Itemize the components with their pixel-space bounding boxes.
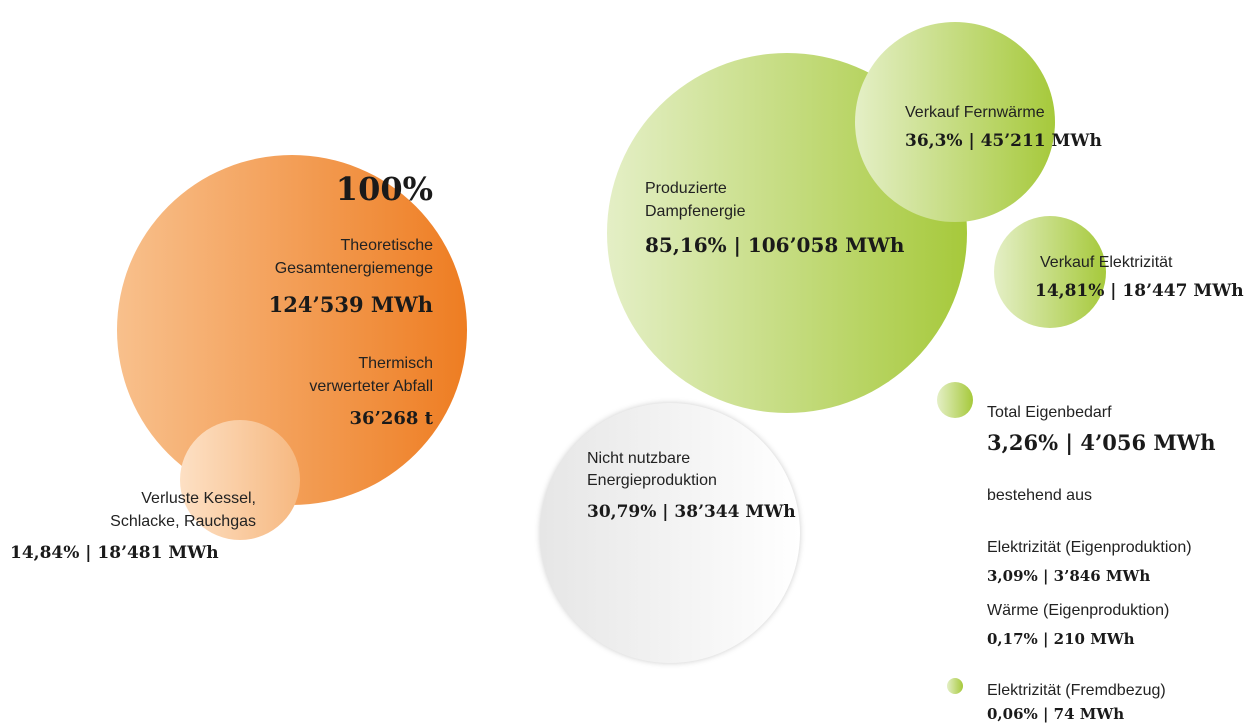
heat-sale-bubble bbox=[855, 22, 1055, 222]
value: 3,09% | 3’846 MWh bbox=[987, 567, 1150, 585]
value: 85,16% | 106’058 MWh bbox=[645, 233, 905, 257]
label: Total Eigenbedarf bbox=[987, 404, 1112, 421]
label: Verkauf Elektrizität bbox=[1040, 254, 1173, 271]
label: verwerteter Abfall bbox=[309, 378, 433, 395]
value: 0,17% | 210 MWh bbox=[987, 630, 1135, 648]
label: Thermisch bbox=[358, 355, 433, 372]
label: Produzierte bbox=[645, 180, 727, 197]
label: Elektrizität (Fremdbezug) bbox=[987, 682, 1166, 699]
unusable-bubble bbox=[540, 403, 800, 663]
label: Gesamtenergiemenge bbox=[275, 260, 433, 277]
label: Schlacke, Rauchgas bbox=[110, 513, 256, 530]
purchase-dot bbox=[947, 678, 963, 694]
label: Verluste Kessel, bbox=[141, 490, 256, 507]
note: bestehend aus bbox=[987, 487, 1092, 504]
value: 14,84% | 18’481 MWh bbox=[10, 543, 219, 563]
losses-bubble bbox=[180, 420, 300, 540]
value: 14,81% | 18’447 MWh bbox=[1035, 281, 1244, 301]
label: Energieproduktion bbox=[587, 472, 717, 489]
value: 3,26% | 4’056 MWh bbox=[987, 430, 1216, 455]
label: Verkauf Fernwärme bbox=[905, 104, 1045, 121]
label: Elektrizität (Eigenproduktion) bbox=[987, 539, 1192, 556]
amount: 36’268 t bbox=[350, 408, 434, 429]
power-sale-bubble bbox=[994, 216, 1106, 328]
label: Theoretische bbox=[341, 237, 434, 254]
value: 36,3% | 45’211 MWh bbox=[905, 131, 1102, 151]
label: Dampfenergie bbox=[645, 203, 746, 220]
total-bubble bbox=[117, 155, 467, 505]
value: 30,79% | 38’344 MWh bbox=[587, 502, 796, 522]
amount: 124’539 MWh bbox=[269, 292, 433, 317]
label: Nicht nutzbare bbox=[587, 450, 690, 467]
total-percent: 100% bbox=[336, 170, 433, 208]
own-use-dot bbox=[937, 382, 973, 418]
label: Wärme (Eigenproduktion) bbox=[987, 602, 1169, 619]
value: 0,06% | 74 MWh bbox=[987, 705, 1124, 723]
